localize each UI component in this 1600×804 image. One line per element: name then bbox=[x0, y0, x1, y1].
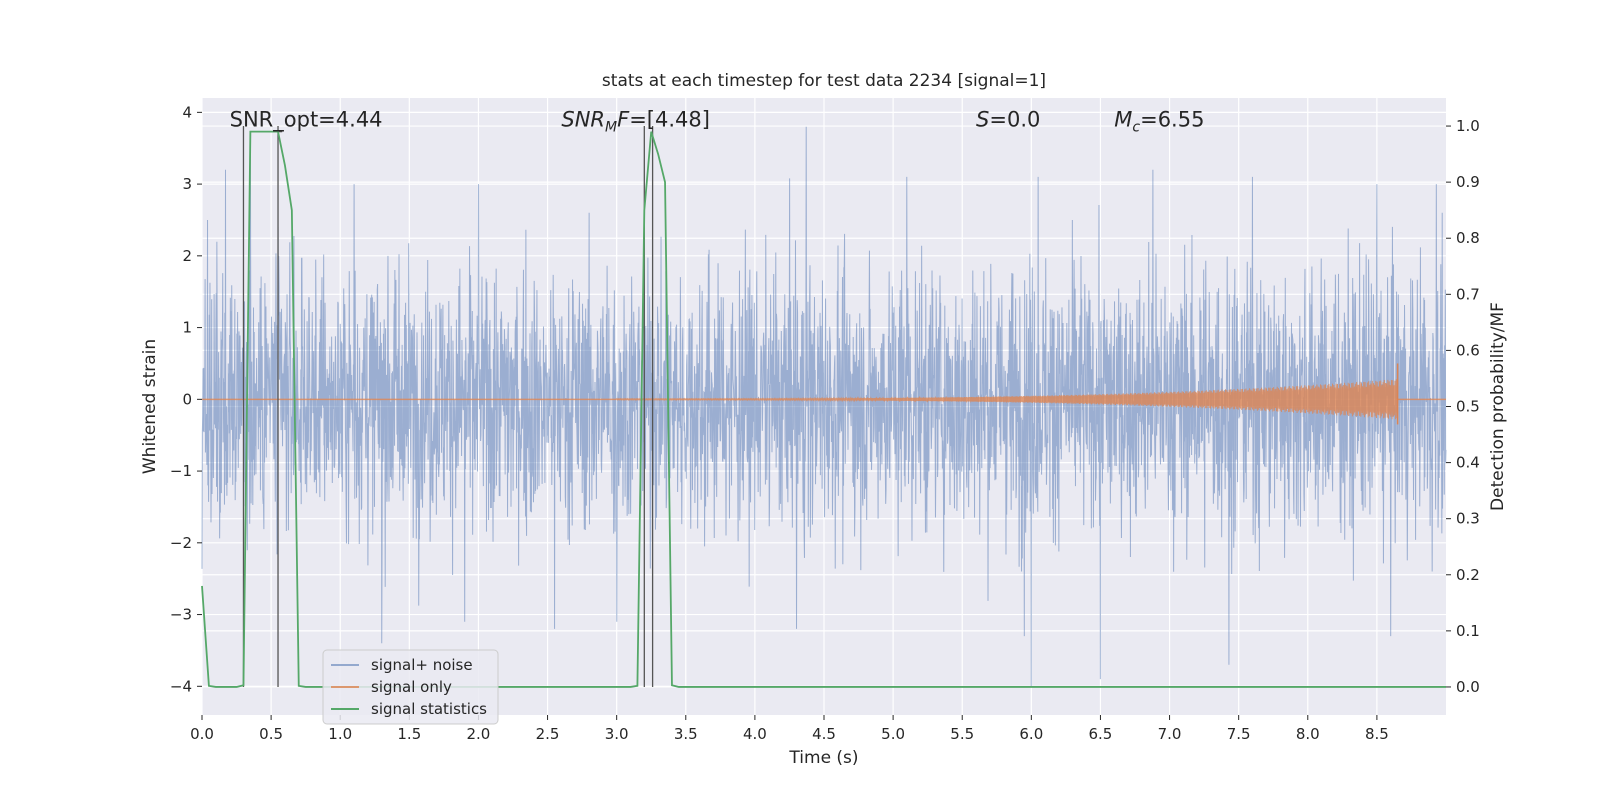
x-tick-label: 7.0 bbox=[1158, 725, 1182, 743]
y-right-tick-label: 1.0 bbox=[1456, 117, 1480, 135]
y-right-tick-label: 0.2 bbox=[1456, 566, 1480, 584]
y-axis-right-label: Detection probability/MF bbox=[1488, 302, 1508, 511]
y-left-tick-label: −4 bbox=[170, 677, 192, 695]
x-axis-label: Time (s) bbox=[788, 748, 858, 768]
signal-only-chirp bbox=[616, 379, 1399, 420]
x-tick-label: 1.5 bbox=[397, 725, 421, 743]
x-tick-label: 6.5 bbox=[1089, 725, 1113, 743]
legend-entry: signal+ noise bbox=[371, 656, 473, 674]
chart-title: stats at each timestep for test data 223… bbox=[602, 71, 1046, 91]
annotation-text: Mc=6.55 bbox=[1114, 108, 1204, 136]
x-tick-label: 4.5 bbox=[812, 725, 836, 743]
x-tick-label: 1.0 bbox=[328, 725, 352, 743]
y-left-tick-label: −2 bbox=[170, 534, 192, 552]
y-right-tick-label: 0.8 bbox=[1456, 229, 1480, 247]
signal-only-series bbox=[202, 363, 1446, 425]
x-tick-label: 5.5 bbox=[950, 725, 974, 743]
y-left-tick-label: −3 bbox=[170, 606, 192, 624]
x-tick-label: 0.0 bbox=[190, 725, 214, 743]
legend-entry: signal only bbox=[371, 678, 452, 696]
y-left-tick-label: 0 bbox=[182, 390, 192, 408]
x-tick-label: 3.0 bbox=[605, 725, 629, 743]
signal-noise-line bbox=[201, 126, 1447, 687]
axes: 0.0 0.5 1.0 1.5 2.0 2.5 3.0 3.5 4.0 4.5 5.0 5.5 6.0 6… bbox=[170, 103, 1480, 743]
y-right-tick-label: 0.9 bbox=[1456, 173, 1480, 191]
y-left-tick-label: 2 bbox=[182, 247, 192, 265]
signal-statistics-line bbox=[201, 130, 1446, 688]
y-left-tick-label: −1 bbox=[170, 462, 192, 480]
annotation-text: SNR_opt=4.44 bbox=[230, 108, 383, 133]
y-right-tick-label: 0.5 bbox=[1456, 398, 1480, 416]
annotation-text: SNRMF=[4.48] bbox=[561, 108, 710, 136]
y-right-tick-label: 0.4 bbox=[1456, 454, 1480, 472]
y-right-tick-label: 0.3 bbox=[1456, 510, 1480, 528]
y-axis-left-label: Whitened strain bbox=[140, 339, 160, 474]
x-tick-label: 0.5 bbox=[259, 725, 283, 743]
x-tick-label: 8.0 bbox=[1296, 725, 1320, 743]
x-tick-label: 6.0 bbox=[1019, 725, 1043, 743]
x-tick-label: 4.0 bbox=[743, 725, 767, 743]
y-right-tick-label: 0.7 bbox=[1456, 285, 1480, 303]
x-tick-label: 2.0 bbox=[467, 725, 491, 743]
signal-statistics-series bbox=[201, 130, 1446, 688]
x-tick-label: 5.0 bbox=[881, 725, 905, 743]
annotation-text: S=0.0 bbox=[976, 108, 1040, 132]
y-left-tick-label: 1 bbox=[182, 319, 192, 337]
x-tick-label: 2.5 bbox=[536, 725, 560, 743]
x-tick-label: 3.5 bbox=[674, 725, 698, 743]
y-right-tick-label: 0.0 bbox=[1456, 678, 1480, 696]
annotations: SNR_opt=4.44 SNRMF=[4.48] S=0.0 Mc=6.55 bbox=[230, 108, 1205, 136]
y-left-tick-label: 4 bbox=[182, 103, 192, 121]
legend-entry: signal statistics bbox=[371, 700, 487, 718]
legend: signal+ noise signal only signal statistic… bbox=[322, 649, 499, 725]
vertical-markers bbox=[242, 126, 654, 687]
y-right-tick-label: 0.1 bbox=[1456, 622, 1480, 640]
x-tick-label: 7.5 bbox=[1227, 725, 1251, 743]
y-right-tick-label: 0.6 bbox=[1456, 341, 1480, 359]
signal-noise-series bbox=[201, 126, 1447, 687]
legend-box bbox=[322, 649, 499, 725]
y-left-tick-label: 3 bbox=[182, 175, 192, 193]
x-tick-label: 8.5 bbox=[1365, 725, 1389, 743]
